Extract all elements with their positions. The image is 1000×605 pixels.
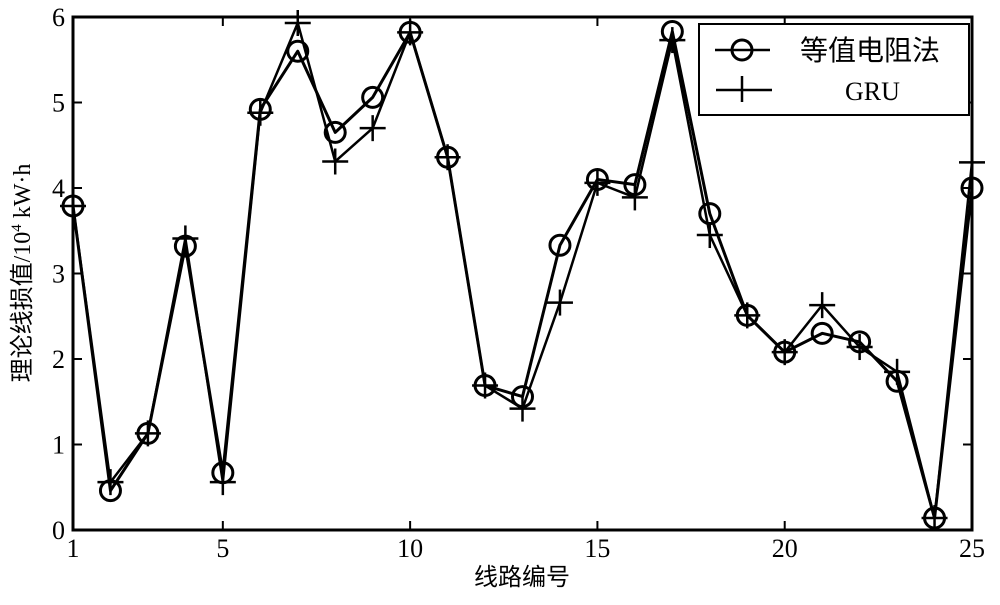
y-tick-label: 0: [52, 516, 65, 545]
legend: 等值电阻法 GRU: [699, 24, 969, 115]
y-tick-label: 1: [52, 431, 65, 460]
x-tick-label: 20: [772, 534, 798, 563]
x-axis-label: 线路编号: [474, 564, 570, 591]
x-tick-label: 25: [959, 534, 985, 563]
y-tick-label: 2: [52, 345, 65, 374]
y-tick-label: 3: [52, 260, 65, 289]
y-tick-label: 6: [52, 3, 65, 32]
legend-label-series-1: 等值电阻法: [800, 35, 940, 67]
data-point-plus: [435, 144, 461, 170]
y-axis-label: 理论线损值/104 kW·h: [9, 164, 36, 383]
y-tick-label: 5: [52, 89, 65, 118]
data-point-plus: [697, 222, 723, 248]
data-point-plus: [922, 505, 948, 531]
y-tick-label: 4: [52, 174, 65, 203]
legend-label-series-2: GRU: [845, 77, 900, 106]
x-tick-label: 1: [67, 534, 80, 563]
data-point-plus: [135, 420, 161, 446]
x-tick-label: 15: [584, 534, 610, 563]
x-tick-label: 10: [397, 534, 423, 563]
line-chart: 15101520250123456 线路编号 理论线损值/104 kW·h 等值…: [0, 0, 1000, 600]
data-point-plus: [285, 10, 311, 36]
x-tick-label: 5: [216, 534, 229, 563]
data-point-plus: [472, 373, 498, 399]
data-point-plus: [547, 290, 573, 316]
